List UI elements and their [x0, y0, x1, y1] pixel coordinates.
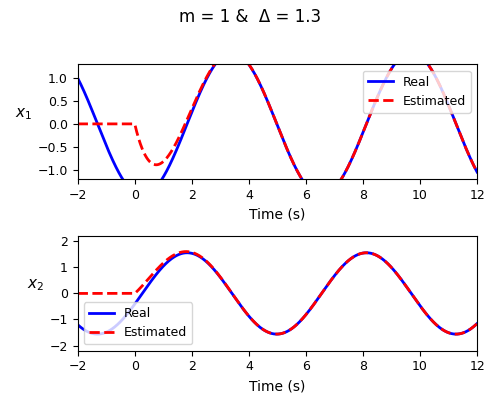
Estimated [424, 60, 430, 65]
Real [408, 50, 414, 55]
Real [466, 327, 472, 332]
Line: Real: Real [78, 52, 477, 195]
Real [120, 316, 126, 321]
Text: m = 1 &  Δ = 1.3: m = 1 & Δ = 1.3 [179, 8, 321, 26]
Real [184, 251, 190, 255]
Real [246, 313, 252, 318]
Real [144, 192, 150, 197]
Real [144, 284, 150, 289]
Estimated [144, 278, 150, 283]
Line: Real: Real [78, 253, 477, 334]
Real [120, 177, 126, 182]
Line: Estimated: Estimated [78, 252, 477, 334]
Real [424, 312, 430, 317]
X-axis label: Time (s): Time (s) [249, 207, 306, 221]
Real [74, 322, 80, 327]
Real [474, 321, 480, 326]
Estimated [246, 61, 252, 66]
Estimated [466, 154, 472, 159]
Estimated [466, 327, 472, 332]
Estimated [474, 321, 480, 326]
Estimated [74, 291, 80, 296]
Estimated [453, 332, 459, 337]
Estimated [74, 122, 80, 126]
Real [74, 75, 80, 80]
Estimated [318, 193, 324, 198]
Line: Estimated: Estimated [78, 52, 477, 195]
Real [228, 290, 234, 295]
Estimated [144, 156, 150, 161]
Real [94, 332, 100, 337]
Estimated [228, 49, 234, 54]
Estimated [183, 249, 189, 254]
Real [424, 60, 430, 65]
Real [228, 50, 234, 55]
Estimated [228, 289, 234, 294]
Real [466, 154, 472, 159]
Legend: Real, Estimated: Real, Estimated [84, 302, 192, 344]
Y-axis label: $x_1$: $x_1$ [15, 106, 32, 122]
X-axis label: Time (s): Time (s) [249, 379, 306, 393]
Real [474, 170, 480, 175]
Legend: Real, Estimated: Real, Estimated [362, 71, 471, 113]
Estimated [246, 313, 252, 318]
Estimated [120, 122, 126, 126]
Estimated [424, 312, 430, 317]
Estimated [120, 291, 126, 296]
Estimated [228, 49, 234, 54]
Real [245, 61, 251, 66]
Y-axis label: $x_2$: $x_2$ [27, 278, 44, 293]
Estimated [474, 170, 480, 175]
Real [318, 193, 324, 198]
